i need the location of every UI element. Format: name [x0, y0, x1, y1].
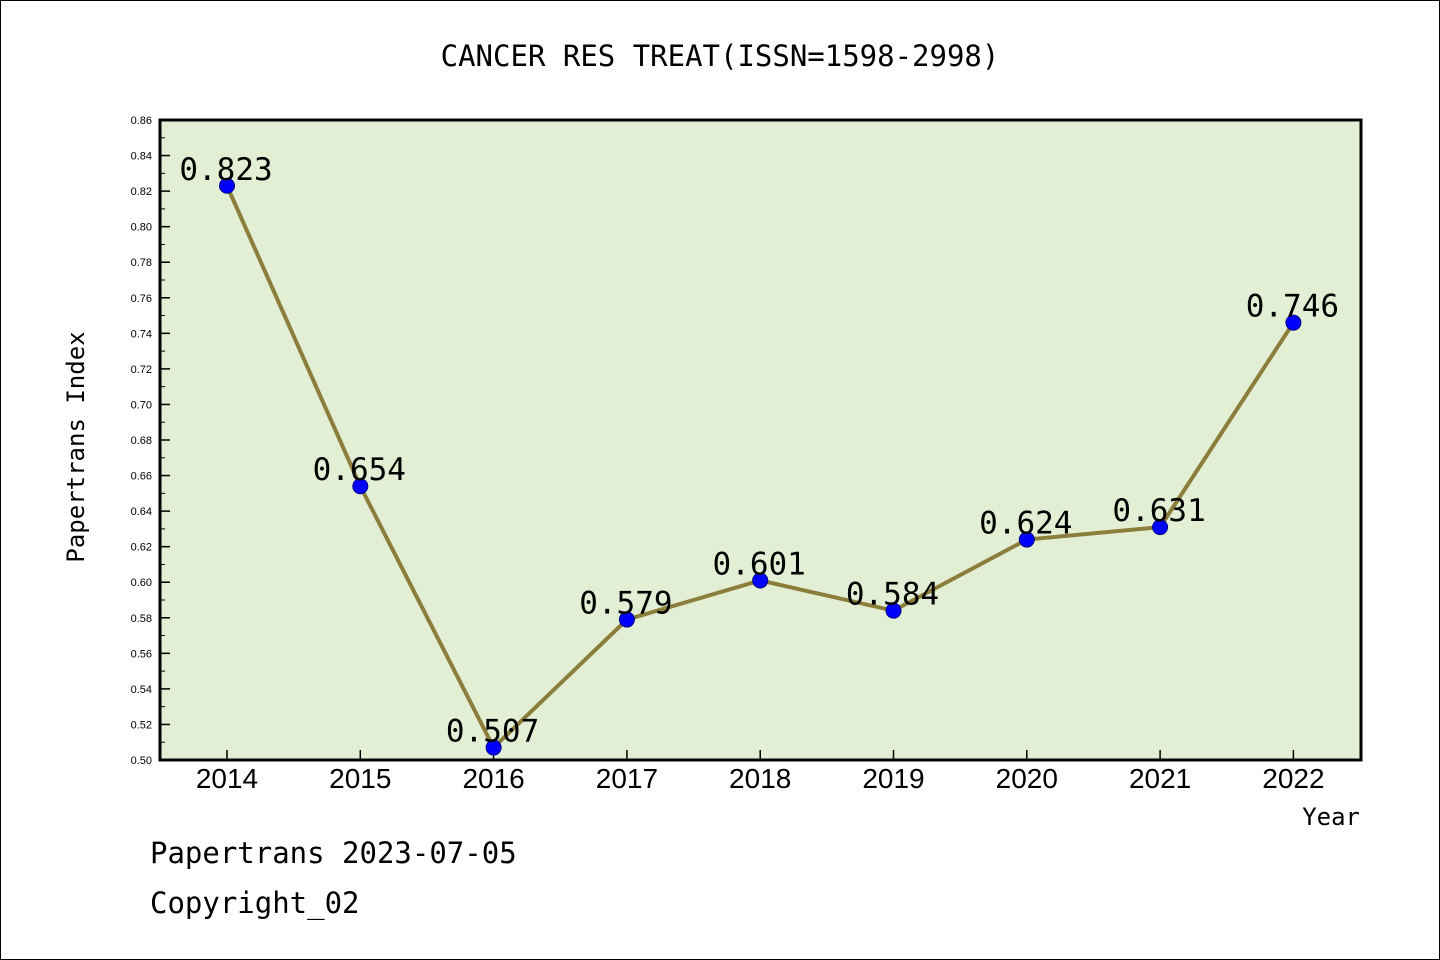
y-tick-label: 0.74	[131, 328, 152, 340]
data-label: 0.507	[446, 714, 539, 750]
footer-copyright: Copyright_02	[150, 886, 360, 920]
data-label: 0.584	[846, 577, 939, 613]
y-tick-label: 0.64	[131, 506, 152, 518]
x-tick-label: 2014	[196, 763, 258, 794]
y-axis: 0.50 0.52 0.54 0.56 0.58 0.60 0.62 0.64 0.66 0.68…	[131, 115, 170, 767]
y-tick-label: 0.54	[131, 684, 152, 696]
data-labels: 0.823 0.654 0.507 0.579 0.601 0.584 0.624 0.631…	[179, 152, 1339, 750]
plot-area	[158, 118, 1363, 762]
y-tick-label: 0.78	[131, 257, 152, 269]
y-tick-label: 0.58	[131, 613, 152, 625]
y-tick-label: 0.72	[131, 364, 152, 376]
x-tick-label: 2019	[862, 763, 924, 794]
data-points	[219, 177, 1302, 756]
y-tick-label: 0.56	[131, 648, 152, 660]
x-tick-label: 2017	[596, 763, 658, 794]
data-point	[885, 602, 902, 619]
y-tick-label: 0.80	[131, 222, 152, 234]
data-label: 0.746	[1246, 289, 1339, 325]
data-label: 0.579	[579, 586, 672, 622]
data-point	[219, 177, 235, 194]
y-tick-label: 0.68	[131, 435, 152, 447]
data-point	[618, 611, 635, 628]
x-tick-label: 2016	[462, 763, 524, 794]
x-tick-label: 2021	[1129, 763, 1191, 794]
x-tick-label: 2015	[329, 763, 391, 794]
data-label: 0.654	[313, 452, 406, 488]
y-tick-label: 0.70	[131, 399, 152, 411]
footer-date: Papertrans 2023-07-05	[150, 836, 517, 870]
y-tick-label: 0.50	[131, 755, 152, 767]
y-tick-label: 0.52	[131, 719, 152, 731]
y-tick-label: 0.82	[131, 186, 152, 198]
data-point	[1152, 519, 1169, 536]
data-point	[485, 739, 502, 756]
x-tick-label: 2018	[729, 763, 791, 794]
x-tick-label: 2022	[1262, 763, 1324, 794]
chart-title: CANCER RES TREAT(ISSN=1598-2998)	[441, 39, 1000, 73]
data-label: 0.631	[1112, 493, 1205, 529]
data-label: 0.624	[979, 506, 1072, 542]
data-label: 0.823	[179, 152, 272, 188]
x-tick-label: 2020	[996, 763, 1058, 794]
data-point	[752, 572, 769, 589]
data-point	[1018, 531, 1035, 548]
y-tick-label: 0.86	[131, 115, 152, 127]
y-tick-label: 0.76	[131, 293, 152, 305]
y-tick-label: 0.84	[131, 151, 152, 163]
data-point	[1285, 314, 1302, 331]
y-tick-label: 0.60	[131, 577, 152, 589]
data-point	[352, 478, 369, 495]
x-axis-label: Year	[1302, 803, 1360, 831]
y-tick-label: 0.66	[131, 471, 152, 483]
x-axis: 2014 2015 2016 2017 2018 2019 2020 2021 2022	[196, 750, 1325, 794]
y-axis-label: Papertrans Index	[62, 331, 90, 562]
data-label: 0.601	[713, 546, 806, 582]
y-tick-label: 0.62	[131, 542, 152, 554]
